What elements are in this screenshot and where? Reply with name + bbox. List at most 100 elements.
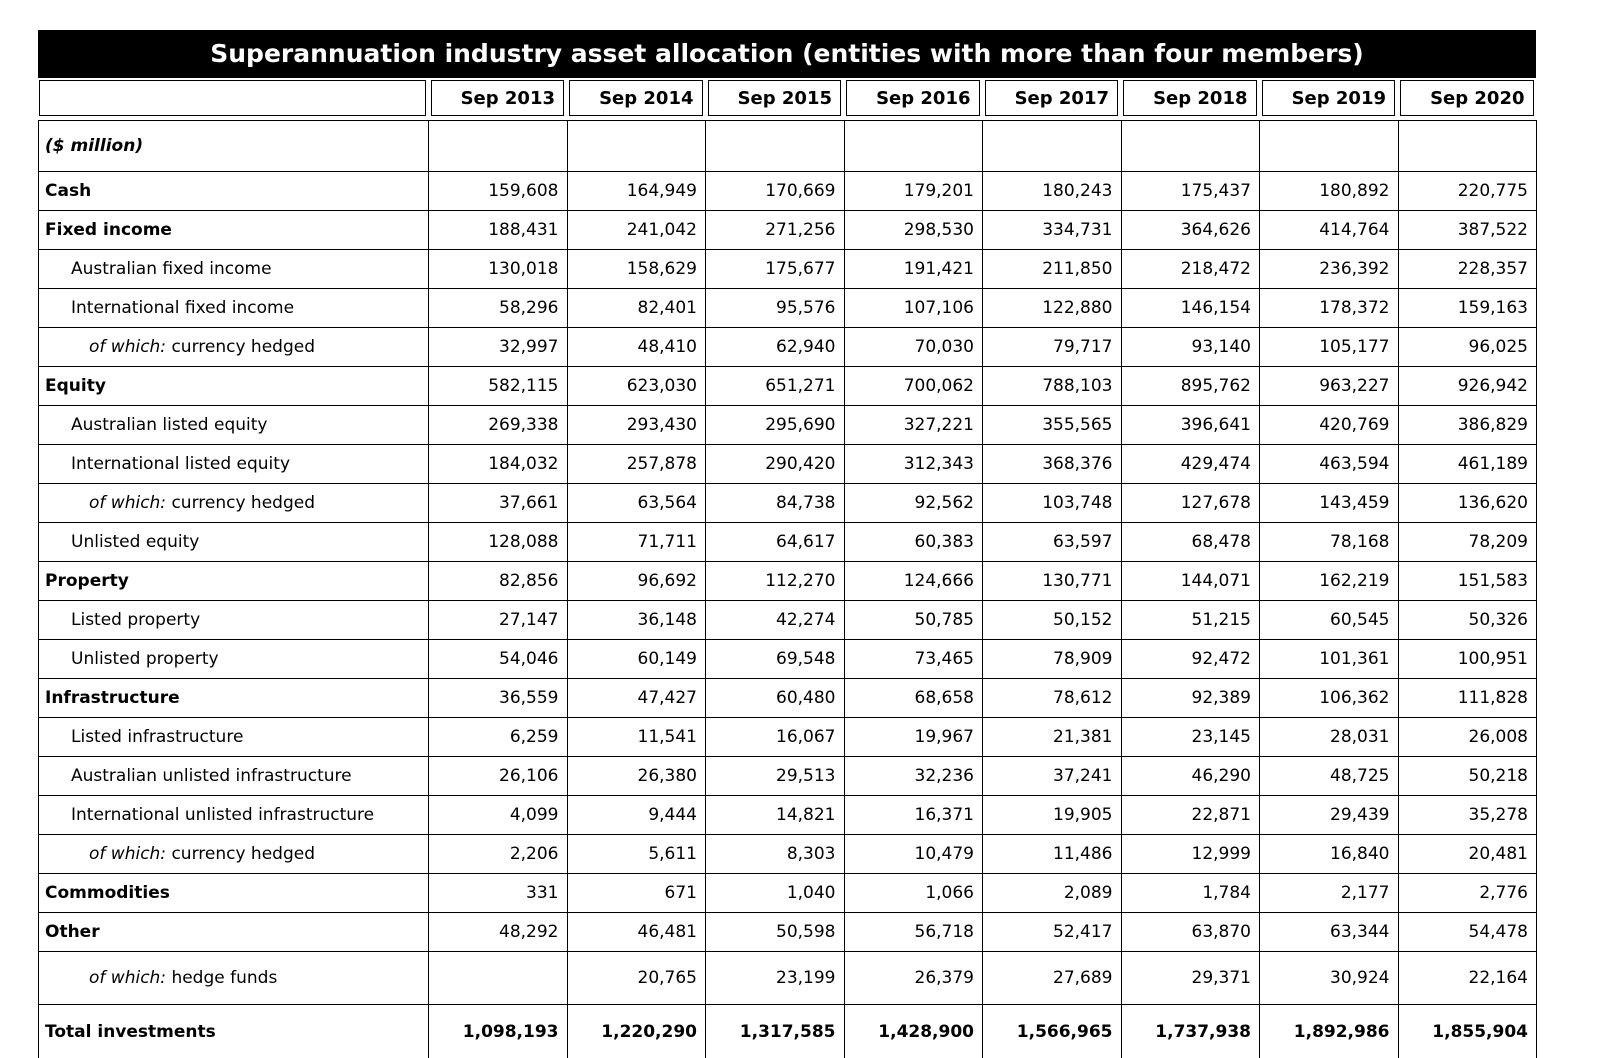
- value-cell: 23,145: [1120, 717, 1260, 757]
- value-cell: 178,372: [1259, 288, 1399, 328]
- value-cell: 48,292: [428, 912, 568, 952]
- value-cell: [705, 120, 845, 172]
- value-cell: 47,427: [566, 678, 706, 718]
- value-cell: 175,437: [1120, 171, 1260, 211]
- row-label: International unlisted infrastructure: [38, 795, 429, 835]
- value-cell: 95,576: [705, 288, 845, 328]
- value-cell: 2,206: [428, 834, 568, 874]
- value-cell: 11,541: [566, 717, 706, 757]
- value-cell: 461,189: [1397, 444, 1537, 484]
- value-cell: 290,420: [705, 444, 845, 484]
- value-cell: 269,338: [428, 405, 568, 445]
- value-cell: 14,821: [705, 795, 845, 835]
- value-cell: 271,256: [705, 210, 845, 250]
- column-header-box: Sep 2014: [569, 80, 703, 116]
- value-cell: 79,717: [982, 327, 1122, 367]
- value-cell: 16,067: [705, 717, 845, 757]
- value-cell: 46,481: [566, 912, 706, 952]
- of-which-prefix: of which:: [89, 844, 167, 864]
- column-header-box: Sep 2015: [707, 80, 841, 116]
- value-cell: 63,564: [566, 483, 706, 523]
- value-cell: 11,486: [982, 834, 1122, 874]
- value-cell: 122,880: [982, 288, 1122, 328]
- value-cell: 144,071: [1120, 561, 1260, 601]
- value-cell: 50,218: [1397, 756, 1537, 796]
- value-cell: 159,163: [1397, 288, 1537, 328]
- row-label: Fixed income: [38, 210, 429, 250]
- table-title: Superannuation industry asset allocation…: [38, 30, 1536, 78]
- row-label: Property: [38, 561, 429, 601]
- table-row: of which: currency hedged 2,206 5,611 8,303…: [38, 834, 1537, 874]
- value-cell: 700,062: [843, 366, 983, 406]
- value-cell: 16,371: [843, 795, 983, 835]
- value-cell: 136,620: [1397, 483, 1537, 523]
- row-label: International fixed income: [38, 288, 429, 328]
- table-row: Property 82,856 96,692 112,270 124,666 130,77…: [38, 561, 1537, 601]
- value-cell: [843, 120, 983, 172]
- value-cell: 414,764: [1259, 210, 1399, 250]
- value-cell: 111,828: [1397, 678, 1537, 718]
- table-row: Other 48,292 46,481 50,598 56,718 52,417 63,87…: [38, 912, 1537, 952]
- value-cell: 32,236: [843, 756, 983, 796]
- value-cell: 298,530: [843, 210, 983, 250]
- value-cell: 396,641: [1120, 405, 1260, 445]
- value-cell: 84,738: [705, 483, 845, 523]
- row-label: of which: currency hedged: [38, 483, 429, 523]
- table-row: Australian unlisted infrastructure 26,106…: [38, 756, 1537, 796]
- value-cell: 143,459: [1259, 483, 1399, 523]
- value-cell: 2,776: [1397, 873, 1537, 913]
- column-header: Sep 2020: [1398, 78, 1537, 121]
- value-cell: 582,115: [428, 366, 568, 406]
- row-label: Other: [38, 912, 429, 952]
- value-cell: 60,545: [1259, 600, 1399, 640]
- value-cell: 180,892: [1259, 171, 1399, 211]
- value-cell: 69,548: [705, 639, 845, 679]
- value-cell: 73,465: [843, 639, 983, 679]
- value-cell: 2,089: [982, 873, 1122, 913]
- value-cell: 48,410: [566, 327, 706, 367]
- value-cell: 1,040: [705, 873, 845, 913]
- value-cell: 54,478: [1397, 912, 1537, 952]
- value-cell: 20,765: [566, 951, 706, 1005]
- row-label: of which: currency hedged: [38, 834, 429, 874]
- value-cell: [566, 120, 706, 172]
- value-cell: 926,942: [1397, 366, 1537, 406]
- value-cell: 124,666: [843, 561, 983, 601]
- column-header: Sep 2017: [982, 78, 1121, 121]
- value-cell: 50,326: [1397, 600, 1537, 640]
- row-label: Unlisted property: [38, 639, 429, 679]
- value-cell: 386,829: [1397, 405, 1537, 445]
- column-header: Sep 2018: [1121, 78, 1260, 121]
- value-cell: 101,361: [1259, 639, 1399, 679]
- row-label: Cash: [38, 171, 429, 211]
- row-label: Listed property: [38, 600, 429, 640]
- value-cell: 51,215: [1120, 600, 1260, 640]
- value-cell: 19,967: [843, 717, 983, 757]
- value-cell: 164,949: [566, 171, 706, 211]
- data-grid: Sep 2013 Sep 2014 Sep 2015 Sep 2016 Sep 2017…: [38, 78, 1537, 1058]
- value-cell: 96,692: [566, 561, 706, 601]
- value-cell: 96,025: [1397, 327, 1537, 367]
- value-cell: 103,748: [982, 483, 1122, 523]
- value-cell: 26,379: [843, 951, 983, 1005]
- value-cell: 146,154: [1120, 288, 1260, 328]
- value-cell: 22,871: [1120, 795, 1260, 835]
- value-cell: 30,924: [1259, 951, 1399, 1005]
- column-header-row: Sep 2013 Sep 2014 Sep 2015 Sep 2016 Sep 2017…: [38, 78, 1537, 121]
- value-cell: 60,149: [566, 639, 706, 679]
- table-row: ($ million): [38, 120, 1537, 172]
- value-cell: 21,381: [982, 717, 1122, 757]
- column-header: Sep 2019: [1259, 78, 1398, 121]
- row-label: of which: hedge funds: [38, 951, 429, 1005]
- value-cell: 334,731: [982, 210, 1122, 250]
- column-header-box: Sep 2017: [984, 80, 1118, 116]
- table-row: Equity 582,115 623,030 651,271 700,062 788,10…: [38, 366, 1537, 406]
- table-body: ($ million) Cash 159,608 164,949 170,669 179,…: [38, 120, 1537, 1058]
- value-cell: 37,661: [428, 483, 568, 523]
- value-cell: 220,775: [1397, 171, 1537, 211]
- row-label: Listed infrastructure: [38, 717, 429, 757]
- row-label: Australian fixed income: [38, 249, 429, 289]
- value-cell: 327,221: [843, 405, 983, 445]
- value-cell: [428, 120, 568, 172]
